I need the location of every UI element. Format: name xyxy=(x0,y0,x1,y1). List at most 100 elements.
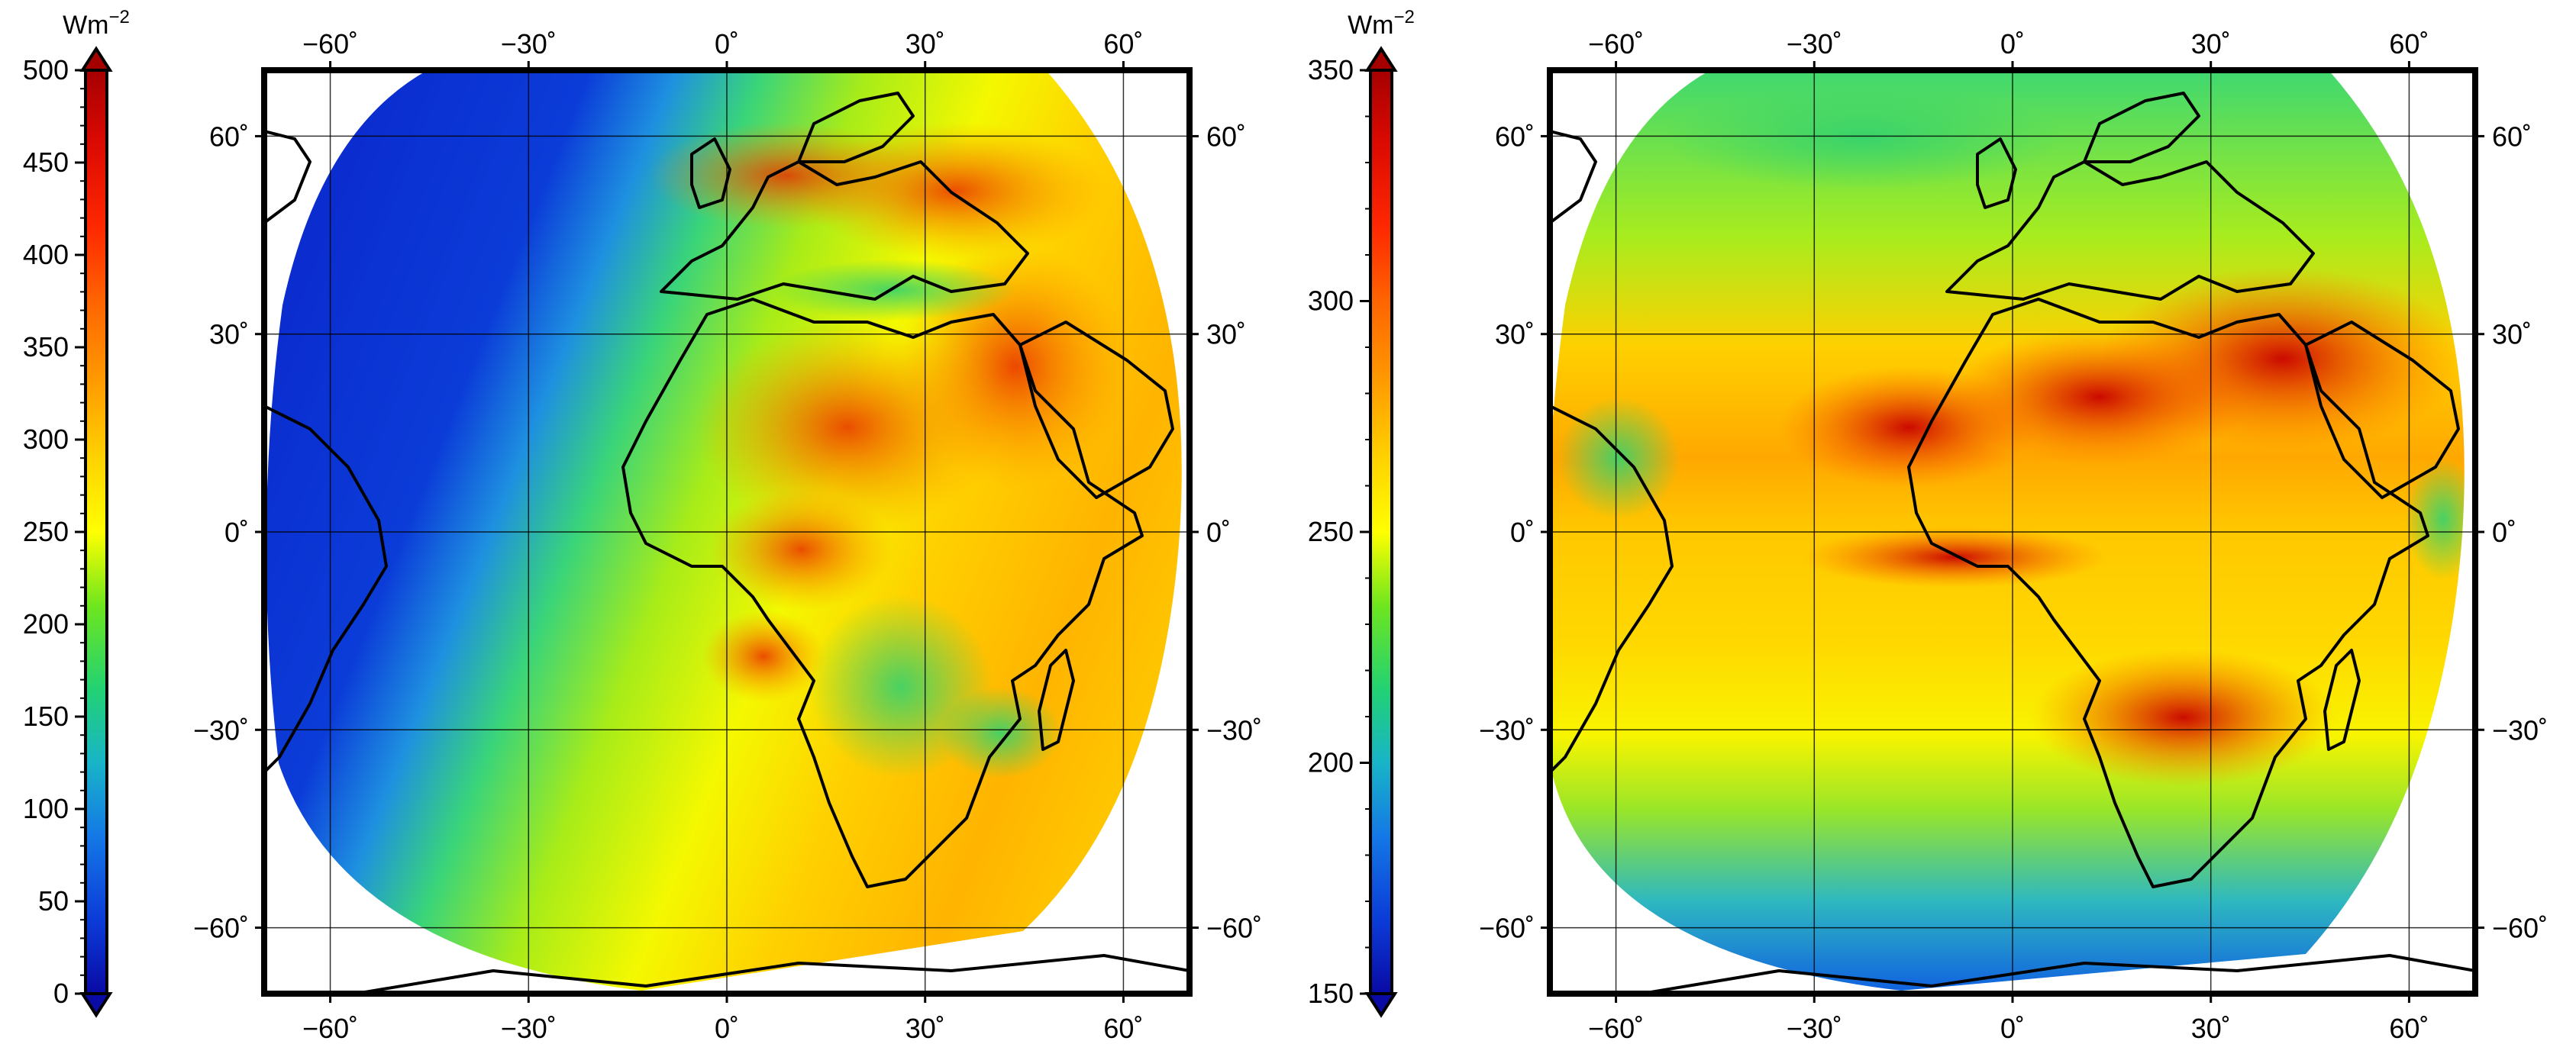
coastline xyxy=(1550,404,1674,774)
colorbar-top-triangle xyxy=(79,46,113,72)
colorbar-bar xyxy=(84,69,108,995)
lat-label-right: 60˚ xyxy=(2492,121,2532,152)
lon-label-top: 30˚ xyxy=(2191,28,2231,60)
colorbar-tick-label: 350 xyxy=(23,331,69,363)
colorbar-tick-label: 150 xyxy=(23,701,69,732)
colorbar-bottom-triangle xyxy=(79,992,113,1018)
coastline xyxy=(264,130,312,224)
lat-label-left: 30˚ xyxy=(209,319,249,350)
colorbar-bar xyxy=(1369,69,1393,995)
colorbar-tick-label: 200 xyxy=(1308,747,1354,778)
coastline xyxy=(1641,954,2475,994)
colorbar-bottom-triangle xyxy=(1364,992,1398,1018)
lat-label-right: 0˚ xyxy=(1206,517,1231,548)
lat-label-right: −60˚ xyxy=(1206,913,1262,944)
high-flux-region xyxy=(1779,366,2039,488)
axis-labels: −60˚ −60˚ −30˚ −30˚ 0˚ 0˚ 30˚ 30˚ 60˚ 60˚ 60˚ 60˚ 30… xyxy=(193,28,1262,1044)
coastline xyxy=(2083,92,2200,163)
coastline xyxy=(1976,137,2017,209)
lon-label-top: 60˚ xyxy=(1103,28,1143,60)
axis-labels: −60˚ −60˚ −30˚ −30˚ 0˚ 0˚ 30˚ 30˚ 60˚ 60˚ 60˚ 60˚ 30… xyxy=(1479,28,2548,1044)
coastline xyxy=(1018,321,1174,499)
colorbar-tick-label: 250 xyxy=(23,516,69,547)
colorbar-unit: Wm−2 xyxy=(63,7,130,40)
colorbar-tick-label: 300 xyxy=(23,424,69,455)
lon-label-top: 30˚ xyxy=(905,28,945,60)
lon-label-bottom: −60˚ xyxy=(302,1013,358,1044)
lon-label-top: −60˚ xyxy=(1588,28,1644,60)
coastline xyxy=(797,92,915,163)
low-flux-region xyxy=(771,259,1015,321)
colorbar-tick-label: 450 xyxy=(23,147,69,178)
high-flux-region xyxy=(710,488,893,611)
lon-label-bottom: −30˚ xyxy=(501,1013,557,1044)
lon-label-top: 60˚ xyxy=(2389,28,2429,60)
colorbar-tick-label: 200 xyxy=(23,608,69,640)
graticule xyxy=(264,70,1190,994)
lat-label-right: 30˚ xyxy=(2492,319,2532,350)
coastline xyxy=(2304,321,2460,499)
lat-label-left: 0˚ xyxy=(224,517,249,548)
coastline xyxy=(1945,160,2315,301)
lat-label-left: 60˚ xyxy=(209,121,249,152)
lon-label-bottom: 30˚ xyxy=(905,1013,945,1044)
coastline xyxy=(1038,649,1075,751)
lon-label-bottom: 0˚ xyxy=(715,1013,739,1044)
lon-label-bottom: 60˚ xyxy=(1103,1013,1143,1044)
lon-label-bottom: 60˚ xyxy=(2389,1013,2429,1044)
map-left xyxy=(261,67,1193,997)
lat-label-left: −60˚ xyxy=(1479,913,1535,944)
colorbar-unit: Wm−2 xyxy=(1348,7,1415,40)
lat-label-left: 0˚ xyxy=(1510,517,1535,548)
graticule xyxy=(1550,70,2475,994)
coastline xyxy=(1550,130,1597,224)
colorbar-tick-label: 350 xyxy=(1308,54,1354,85)
colorbar-tick-label: 500 xyxy=(23,54,69,85)
colorbar-top-triangle xyxy=(1364,46,1398,72)
coastline xyxy=(2323,649,2361,751)
lat-label-right: 0˚ xyxy=(2492,517,2516,548)
lat-label-left: −30˚ xyxy=(1479,714,1535,746)
colorbar-tick-label: 50 xyxy=(38,885,69,917)
lon-label-top: −30˚ xyxy=(501,28,557,60)
colorbar-tick-label: 100 xyxy=(23,793,69,824)
low-flux-region xyxy=(1664,84,2061,191)
coastline xyxy=(355,954,1190,994)
low-flux-region xyxy=(1558,397,1680,519)
lat-label-left: −30˚ xyxy=(193,714,249,746)
panel-right: Wm−2 150 200 250 300 350 −60˚ −60˚ −30˚ −30˚ 0˚ 0˚ 3… xyxy=(1308,7,2548,1044)
lat-label-right: −60˚ xyxy=(2492,913,2548,944)
lat-label-left: 60˚ xyxy=(1495,121,1535,152)
lon-label-top: −60˚ xyxy=(302,28,358,60)
data-field xyxy=(1550,70,2465,991)
coastline xyxy=(264,404,388,774)
lon-label-top: −30˚ xyxy=(1787,28,1842,60)
lon-label-bottom: −60˚ xyxy=(1588,1013,1644,1044)
colorbar-tick-label: 400 xyxy=(23,239,69,270)
lat-label-right: −30˚ xyxy=(2492,714,2548,746)
colorbar-tick-label: 150 xyxy=(1308,978,1354,1009)
coastline xyxy=(660,160,1029,301)
high-flux-region xyxy=(1802,527,2107,588)
colorbar-tick-label: 300 xyxy=(1308,285,1354,317)
coastline xyxy=(690,137,731,209)
colorbar-tick-label: 250 xyxy=(1308,516,1354,547)
lat-label-right: 30˚ xyxy=(1206,319,1246,350)
lat-label-left: −60˚ xyxy=(193,913,249,944)
colorbar-right: Wm−2 150 200 250 300 350 xyxy=(1308,7,1415,1018)
high-flux-region xyxy=(2031,649,2336,786)
lon-label-top: 0˚ xyxy=(715,28,739,60)
lon-label-bottom: 0˚ xyxy=(2000,1013,2025,1044)
colorbar-left: Wm−2 0 50 100 150 200 250 300 350 400 450 500 xyxy=(23,7,130,1018)
lon-label-bottom: 30˚ xyxy=(2191,1013,2231,1044)
lat-label-right: 60˚ xyxy=(1206,121,1246,152)
map-right xyxy=(1547,67,2478,997)
high-flux-region xyxy=(702,611,825,702)
lat-label-right: −30˚ xyxy=(1206,714,1262,746)
lat-label-left: 30˚ xyxy=(1495,319,1535,350)
lon-label-bottom: −30˚ xyxy=(1787,1013,1842,1044)
low-flux-region xyxy=(939,687,1061,778)
